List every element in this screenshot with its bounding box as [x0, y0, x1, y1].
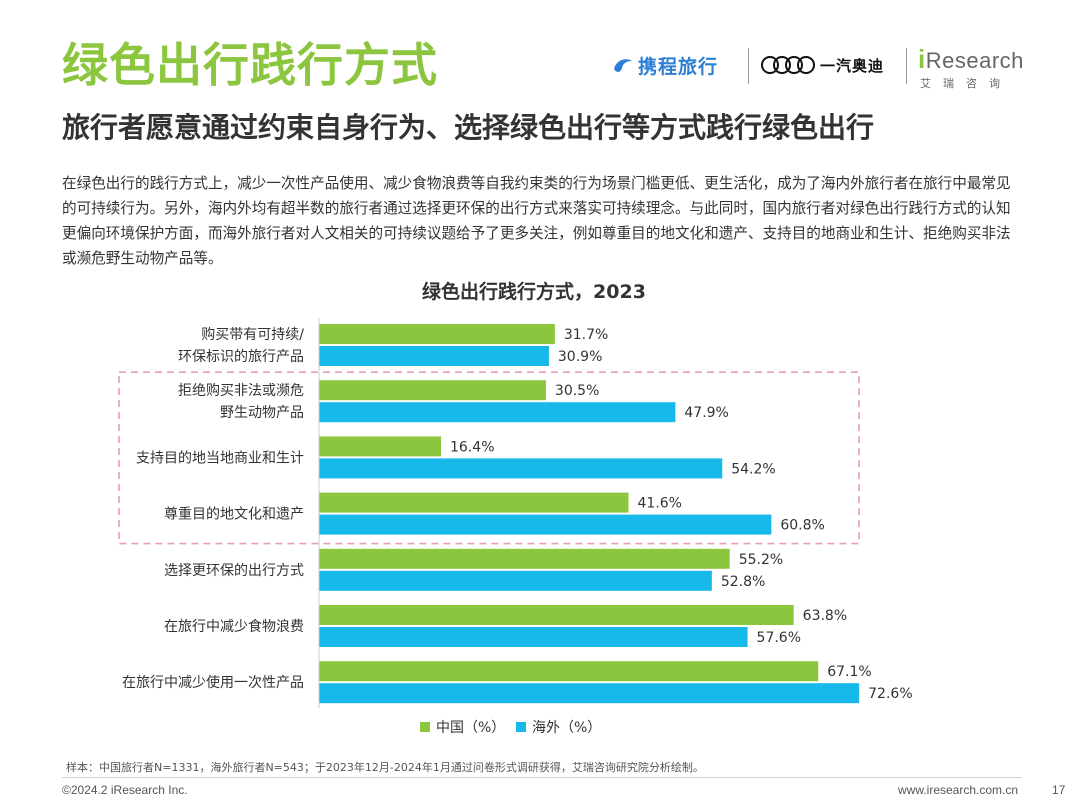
green-travel-bar-chart: 绿色出行践行方式，2023 购买带有可持续/环保标识的旅行产品 31.7% 30.9…: [118, 280, 913, 736]
ctrip-logo: 携程旅行: [612, 52, 718, 79]
bar-china: [319, 436, 442, 457]
ctrip-dolphin-icon: [614, 58, 632, 72]
chart-title: 绿色出行践行方式，2023: [422, 280, 646, 303]
bars-layer: 购买带有可持续/环保标识的旅行产品 31.7% 30.9% 拒绝购买非法或濒危野生动物…: [118, 324, 913, 704]
category-label: 尊重目的地文化和遗产: [164, 506, 304, 523]
summary-paragraph: 在绿色出行的践行方式上，减少一次性产品使用、减少食物浪费等自我约束类的行为场景门…: [62, 175, 1011, 267]
value-label: 57.6%: [757, 630, 801, 646]
legend-label: 海外（%）: [532, 720, 601, 736]
bar-china: [319, 380, 546, 401]
faw-audi-logo-text: 一汽奥迪: [820, 57, 885, 75]
bar-overseas: [319, 458, 723, 479]
ctrip-logo-text: 携程旅行: [638, 56, 719, 78]
page-number: 17: [1052, 783, 1066, 797]
value-label: 63.8%: [803, 608, 847, 624]
footer-divider: [62, 777, 1022, 778]
value-label: 72.6%: [868, 686, 912, 702]
category-label: 支持目的地当地商业和生计: [136, 450, 304, 466]
bar-overseas: [319, 346, 549, 366]
partner-logos: 携程旅行 一汽奥迪 iResearch 艾瑞咨询: [612, 44, 1032, 96]
sample-note: 样本：中国旅行者N=1331，海外旅行者N=543；于2023年12月-2024…: [66, 761, 704, 774]
copyright: ©2024.2 iResearch Inc.: [62, 783, 188, 797]
page-subtitle: 旅行者愿意通过约束自身行为、选择绿色出行等方式践行绿色出行: [62, 111, 875, 144]
category-label: 野生动物产品: [220, 405, 304, 421]
value-label: 41.6%: [638, 496, 682, 512]
iresearch-logo: iResearch 艾瑞咨询: [914, 44, 1024, 91]
iresearch-word-rest: Research: [925, 48, 1024, 73]
iresearch-chinese-name: 艾瑞咨询: [920, 77, 1012, 90]
category-label: 在旅行中减少使用一次性产品: [122, 674, 304, 691]
legend-label: 中国（%）: [436, 720, 505, 736]
value-label: 67.1%: [827, 664, 871, 680]
category-label: 在旅行中减少食物浪费: [164, 618, 304, 635]
category-label: 拒绝购买非法或濒危: [178, 383, 304, 399]
page-title: 绿色出行践行方式: [62, 38, 438, 92]
bar-china: [319, 661, 819, 682]
legend-swatch-overseas: [516, 722, 526, 732]
audi-rings-icon: [761, 56, 815, 74]
bar-china: [319, 548, 730, 569]
category-label: 购买带有可持续/: [201, 326, 304, 343]
category-label: 选择更环保的出行方式: [164, 563, 304, 579]
iresearch-i-letter: i: [918, 44, 926, 74]
bar-china: [319, 492, 629, 513]
value-label: 31.7%: [564, 327, 608, 343]
bar-overseas: [319, 627, 748, 647]
value-label: 47.9%: [684, 405, 728, 421]
logo-divider: [906, 48, 907, 84]
iresearch-wordmark: iResearch: [914, 44, 1024, 75]
chart-legend: 中国（%） 海外（%）: [420, 720, 601, 736]
bar-overseas: [319, 683, 860, 704]
value-label: 60.8%: [780, 518, 824, 534]
value-label: 54.2%: [731, 461, 775, 477]
value-label: 30.5%: [555, 383, 599, 399]
value-label: 30.9%: [558, 349, 602, 365]
bar-overseas: [319, 402, 676, 423]
bar-china: [319, 324, 555, 344]
bar-china: [319, 605, 794, 625]
bar-overseas: [319, 514, 772, 535]
category-label: 环保标识的旅行产品: [178, 349, 304, 365]
bar-overseas: [319, 570, 712, 591]
website-url: www.iresearch.com.cn: [898, 783, 1019, 797]
value-label: 55.2%: [739, 552, 783, 568]
legend-swatch-china: [420, 722, 430, 732]
value-label: 52.8%: [721, 574, 765, 590]
value-label: 16.4%: [450, 439, 494, 455]
logo-divider: [748, 48, 749, 84]
